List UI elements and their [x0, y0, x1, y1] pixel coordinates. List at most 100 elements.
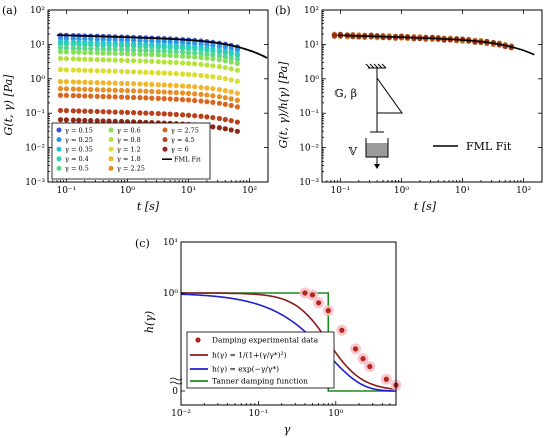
data-point: [185, 112, 192, 118]
data-point: [149, 88, 155, 95]
data-point: [88, 86, 94, 93]
data-point: [192, 40, 198, 47]
data-point: [57, 49, 64, 55]
data-point: [222, 76, 228, 82]
data-point: [82, 41, 88, 48]
data-point: [216, 75, 222, 81]
data-point: [70, 45, 76, 51]
data-point: [234, 60, 240, 67]
data-point: [222, 116, 228, 123]
data-point: [94, 108, 100, 115]
data-point: [88, 108, 94, 114]
panel-b-legend-label: FML Fit: [466, 140, 512, 153]
data-point: [118, 37, 125, 43]
data-point: [124, 47, 131, 53]
data-point: [76, 36, 82, 42]
data-point: [82, 49, 88, 56]
data-point: [155, 52, 161, 58]
legend-marker: [162, 146, 168, 152]
legend-box: [186, 331, 335, 389]
legend-label: γ = 6: [171, 146, 189, 154]
data-point: [192, 72, 198, 78]
panel-a-ytick-label: 10¹: [30, 40, 45, 50]
data-point: [210, 48, 216, 54]
panel-a-ytick-label: 10⁻³: [25, 178, 45, 188]
data-point: [149, 110, 155, 116]
data-point: [100, 50, 106, 56]
panel-a-ytick-label: 10⁰: [30, 75, 45, 85]
data-point: [352, 346, 359, 352]
data-point: [100, 57, 106, 63]
legend-marker: [56, 165, 62, 171]
data-point: [118, 68, 125, 75]
data-point: [70, 49, 76, 55]
data-point: [216, 43, 222, 49]
data-point: [88, 117, 94, 124]
data-point: [228, 89, 234, 95]
data-point: [70, 93, 76, 99]
data-point: [167, 70, 173, 76]
data-point: [100, 87, 106, 93]
data-point: [118, 94, 125, 100]
legend-label: γ = 0.6: [117, 126, 141, 134]
data-point: [143, 58, 149, 64]
legend-label: γ = 0.5: [65, 165, 89, 173]
data-point: [185, 50, 192, 56]
data-point: [222, 126, 228, 132]
data-point: [185, 97, 192, 103]
data-point: [112, 57, 118, 63]
data-point: [210, 52, 216, 58]
data-point: [82, 36, 88, 42]
legend-label: h(γ) = exp(−γ/γ*): [212, 365, 279, 374]
data-point: [100, 46, 106, 52]
data-point: [216, 49, 222, 55]
data-point: [210, 99, 216, 105]
panel-c-label: (c): [135, 237, 150, 250]
legend-marker: [108, 146, 114, 152]
data-point: [198, 61, 204, 67]
data-point: [228, 59, 234, 65]
data-point: [94, 36, 100, 42]
data-point: [173, 39, 179, 45]
data-point: [63, 86, 69, 92]
data-point: [130, 51, 137, 57]
data-point: [185, 90, 192, 97]
data-point: [167, 89, 173, 95]
data-point: [167, 96, 173, 102]
panel-a-plot-frame: [47, 9, 269, 183]
panel-c-ytick-label: 10⁰: [163, 289, 178, 299]
panel-a-ytick-label: 10²: [30, 6, 45, 16]
data-point: [112, 37, 118, 43]
data-point: [143, 51, 149, 58]
panel-c-plot-frame: [180, 241, 397, 406]
data-point: [118, 57, 125, 63]
panel-c-xtick-label: 10⁻²: [171, 409, 191, 419]
data-point: [118, 109, 125, 115]
data-point: [204, 85, 210, 91]
data-point: [88, 79, 94, 86]
data-point: [222, 44, 228, 50]
data-point: [130, 88, 137, 94]
data-point: [167, 52, 173, 59]
data-point: [155, 59, 161, 65]
data-point: [70, 117, 76, 123]
data-point: [173, 82, 179, 89]
data-point: [161, 89, 167, 95]
data-point: [216, 115, 222, 122]
legend-label: γ = 2.25: [117, 165, 145, 173]
data-point: [100, 109, 106, 115]
data-point: [137, 47, 143, 53]
panel-a-xtick-label: 10⁰: [120, 186, 135, 196]
data-point: [112, 109, 118, 115]
data-point: [204, 99, 210, 105]
data-point: [149, 48, 155, 54]
data-point: [94, 56, 100, 63]
data-point: [192, 46, 198, 52]
data-point: [161, 44, 167, 50]
legend-label: γ = 0.4: [65, 155, 89, 163]
data-point: [180, 97, 186, 103]
data-point: [155, 70, 161, 76]
data-point: [309, 292, 316, 298]
data-point: [192, 50, 198, 56]
spring-pot-label: 𝔾, β: [334, 87, 357, 100]
